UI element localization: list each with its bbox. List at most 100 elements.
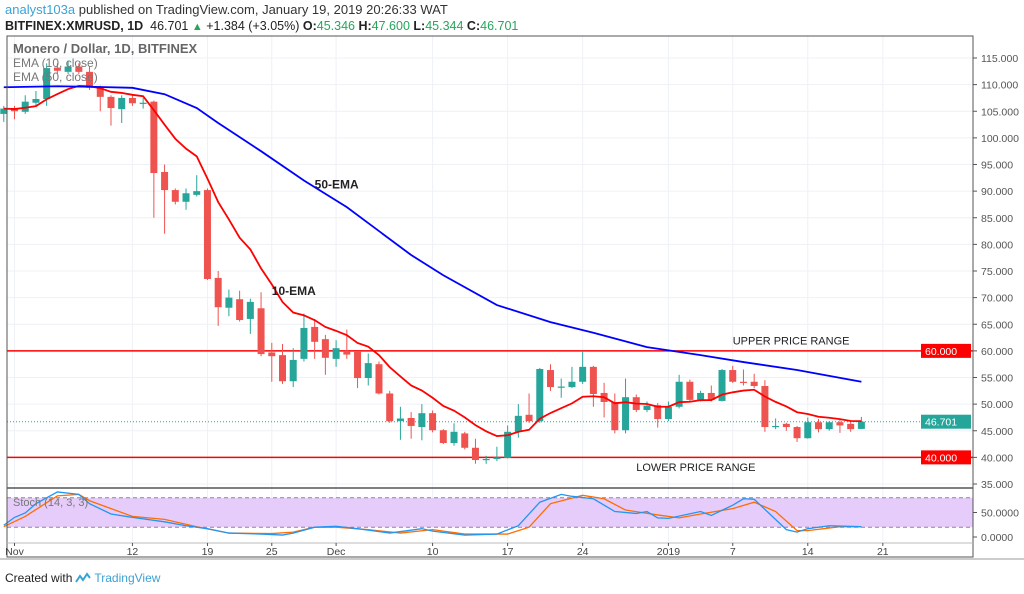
candle-body — [643, 405, 651, 410]
candle-body — [53, 67, 61, 71]
level-price-label-text: 60.000 — [925, 346, 957, 358]
y-tick-label: 40.000 — [981, 452, 1013, 464]
open-label: O: — [302, 19, 317, 33]
candle-body — [579, 366, 587, 382]
chart-frame — [6, 35, 974, 558]
author-link[interactable]: analyst103a — [5, 2, 76, 17]
high-label: H: — [358, 19, 372, 33]
y-tick-label: 50.000 — [981, 399, 1013, 411]
candle-body — [364, 363, 372, 379]
candle-body — [622, 397, 630, 431]
level-price-label — [921, 450, 971, 465]
candle-body — [43, 68, 51, 100]
stoch-y-tick-label: 0.0000 — [981, 532, 1013, 544]
candle-body — [161, 171, 169, 191]
candle-body — [707, 392, 715, 400]
candle-body — [225, 297, 233, 308]
candle-body — [536, 368, 544, 422]
annotation-label: LOWER PRICE RANGE — [636, 462, 755, 474]
candle-body — [772, 425, 780, 428]
created-with: Created with — [5, 571, 73, 585]
candle-body — [214, 277, 222, 308]
annotations: 50-EMA 10-EMA UPPER PRICE RANGE LOWER PRICE… — [272, 177, 850, 474]
candle-body — [354, 351, 362, 379]
candle-body — [75, 66, 83, 72]
open-value: 45.346 — [316, 19, 355, 33]
candle-body — [750, 381, 758, 387]
price-levels — [7, 350, 973, 459]
y-tick-label: 85.000 — [981, 213, 1013, 225]
annotation-label: 10-EMA — [272, 284, 316, 298]
x-tick-label: Nov — [5, 546, 24, 558]
candle-body — [171, 190, 179, 202]
candle-body — [782, 423, 790, 428]
candle-body — [86, 71, 94, 88]
candle-body — [761, 386, 769, 428]
level-price-label-text: 40.000 — [925, 452, 957, 464]
x-tick-label: 21 — [877, 546, 889, 558]
candle-body — [525, 414, 533, 422]
candle-body — [718, 370, 726, 401]
candle-body — [193, 191, 201, 195]
candle-body — [203, 190, 211, 279]
grid — [7, 36, 973, 543]
candle-body — [836, 422, 844, 426]
candle-body — [386, 393, 394, 422]
candle-body — [321, 339, 329, 358]
candle-body — [450, 431, 458, 443]
y-tick-label: 80.000 — [981, 239, 1013, 251]
candle-body — [568, 381, 576, 388]
y-tick-label: 65.000 — [981, 319, 1013, 331]
y-tick-label: 115.000 — [981, 53, 1018, 65]
footer: Created with TradingView — [5, 571, 160, 585]
candle-body — [429, 413, 437, 431]
last-price-label — [921, 414, 971, 429]
candle-body — [654, 405, 662, 420]
candle-body — [375, 364, 383, 394]
candle-body — [0, 108, 8, 114]
ema-lines — [3, 85, 862, 437]
candle-body — [396, 418, 404, 422]
stoch-k-line — [3, 491, 862, 536]
candle-body — [150, 101, 158, 174]
x-tick-label: 14 — [802, 546, 814, 558]
last-price-label-text: 46.701 — [925, 417, 957, 429]
y-tick-label: 90.000 — [981, 186, 1013, 198]
tradingview-link[interactable]: TradingView — [94, 571, 161, 585]
x-tick-label: 2019 — [657, 546, 681, 558]
x-tick-label: 25 — [266, 546, 278, 558]
x-tick-label: Dec — [327, 546, 346, 558]
candle-body — [471, 447, 479, 461]
x-tick-label: 10 — [427, 546, 439, 558]
low-value: 45.344 — [425, 19, 464, 33]
last-price: 46.701 — [150, 19, 189, 33]
close-label: C: — [466, 19, 481, 33]
y-tick-label: 100.000 — [981, 133, 1019, 145]
candle-body — [611, 401, 619, 431]
candle-body — [118, 97, 126, 110]
publish-line: analyst103a published on TradingView.com… — [5, 2, 448, 17]
x-tick-label: 7 — [730, 546, 736, 558]
candle-body — [289, 359, 297, 382]
legend: Monero / Dollar, 1D, BITFINEX EMA (10, c… — [13, 41, 198, 509]
axes: 115.000 110.000 105.000 100.000 95.000 90.000… — [0, 35, 1024, 560]
stoch-d-line — [3, 493, 862, 535]
stoch-pane — [3, 491, 973, 536]
price-change: +1.384 (+3.05%) — [206, 19, 300, 33]
candle-body — [128, 97, 136, 104]
ema10-line — [3, 85, 862, 437]
candle-body — [847, 423, 855, 430]
candle-body — [675, 381, 683, 407]
y-tick-label: 45.000 — [981, 426, 1013, 438]
candle-body — [686, 381, 694, 400]
candle-body — [407, 417, 415, 426]
stoch-title: Stoch (14, 3, 3) — [13, 497, 88, 509]
y-tick-label: 55.000 — [981, 373, 1013, 385]
tradingview-logo-icon[interactable] — [75, 572, 92, 584]
up-triangle-icon: ▲ — [191, 21, 203, 33]
candle-body — [107, 96, 115, 109]
candle-body — [418, 413, 426, 428]
x-tick-label: 24 — [577, 546, 589, 558]
candle-body — [461, 433, 469, 448]
